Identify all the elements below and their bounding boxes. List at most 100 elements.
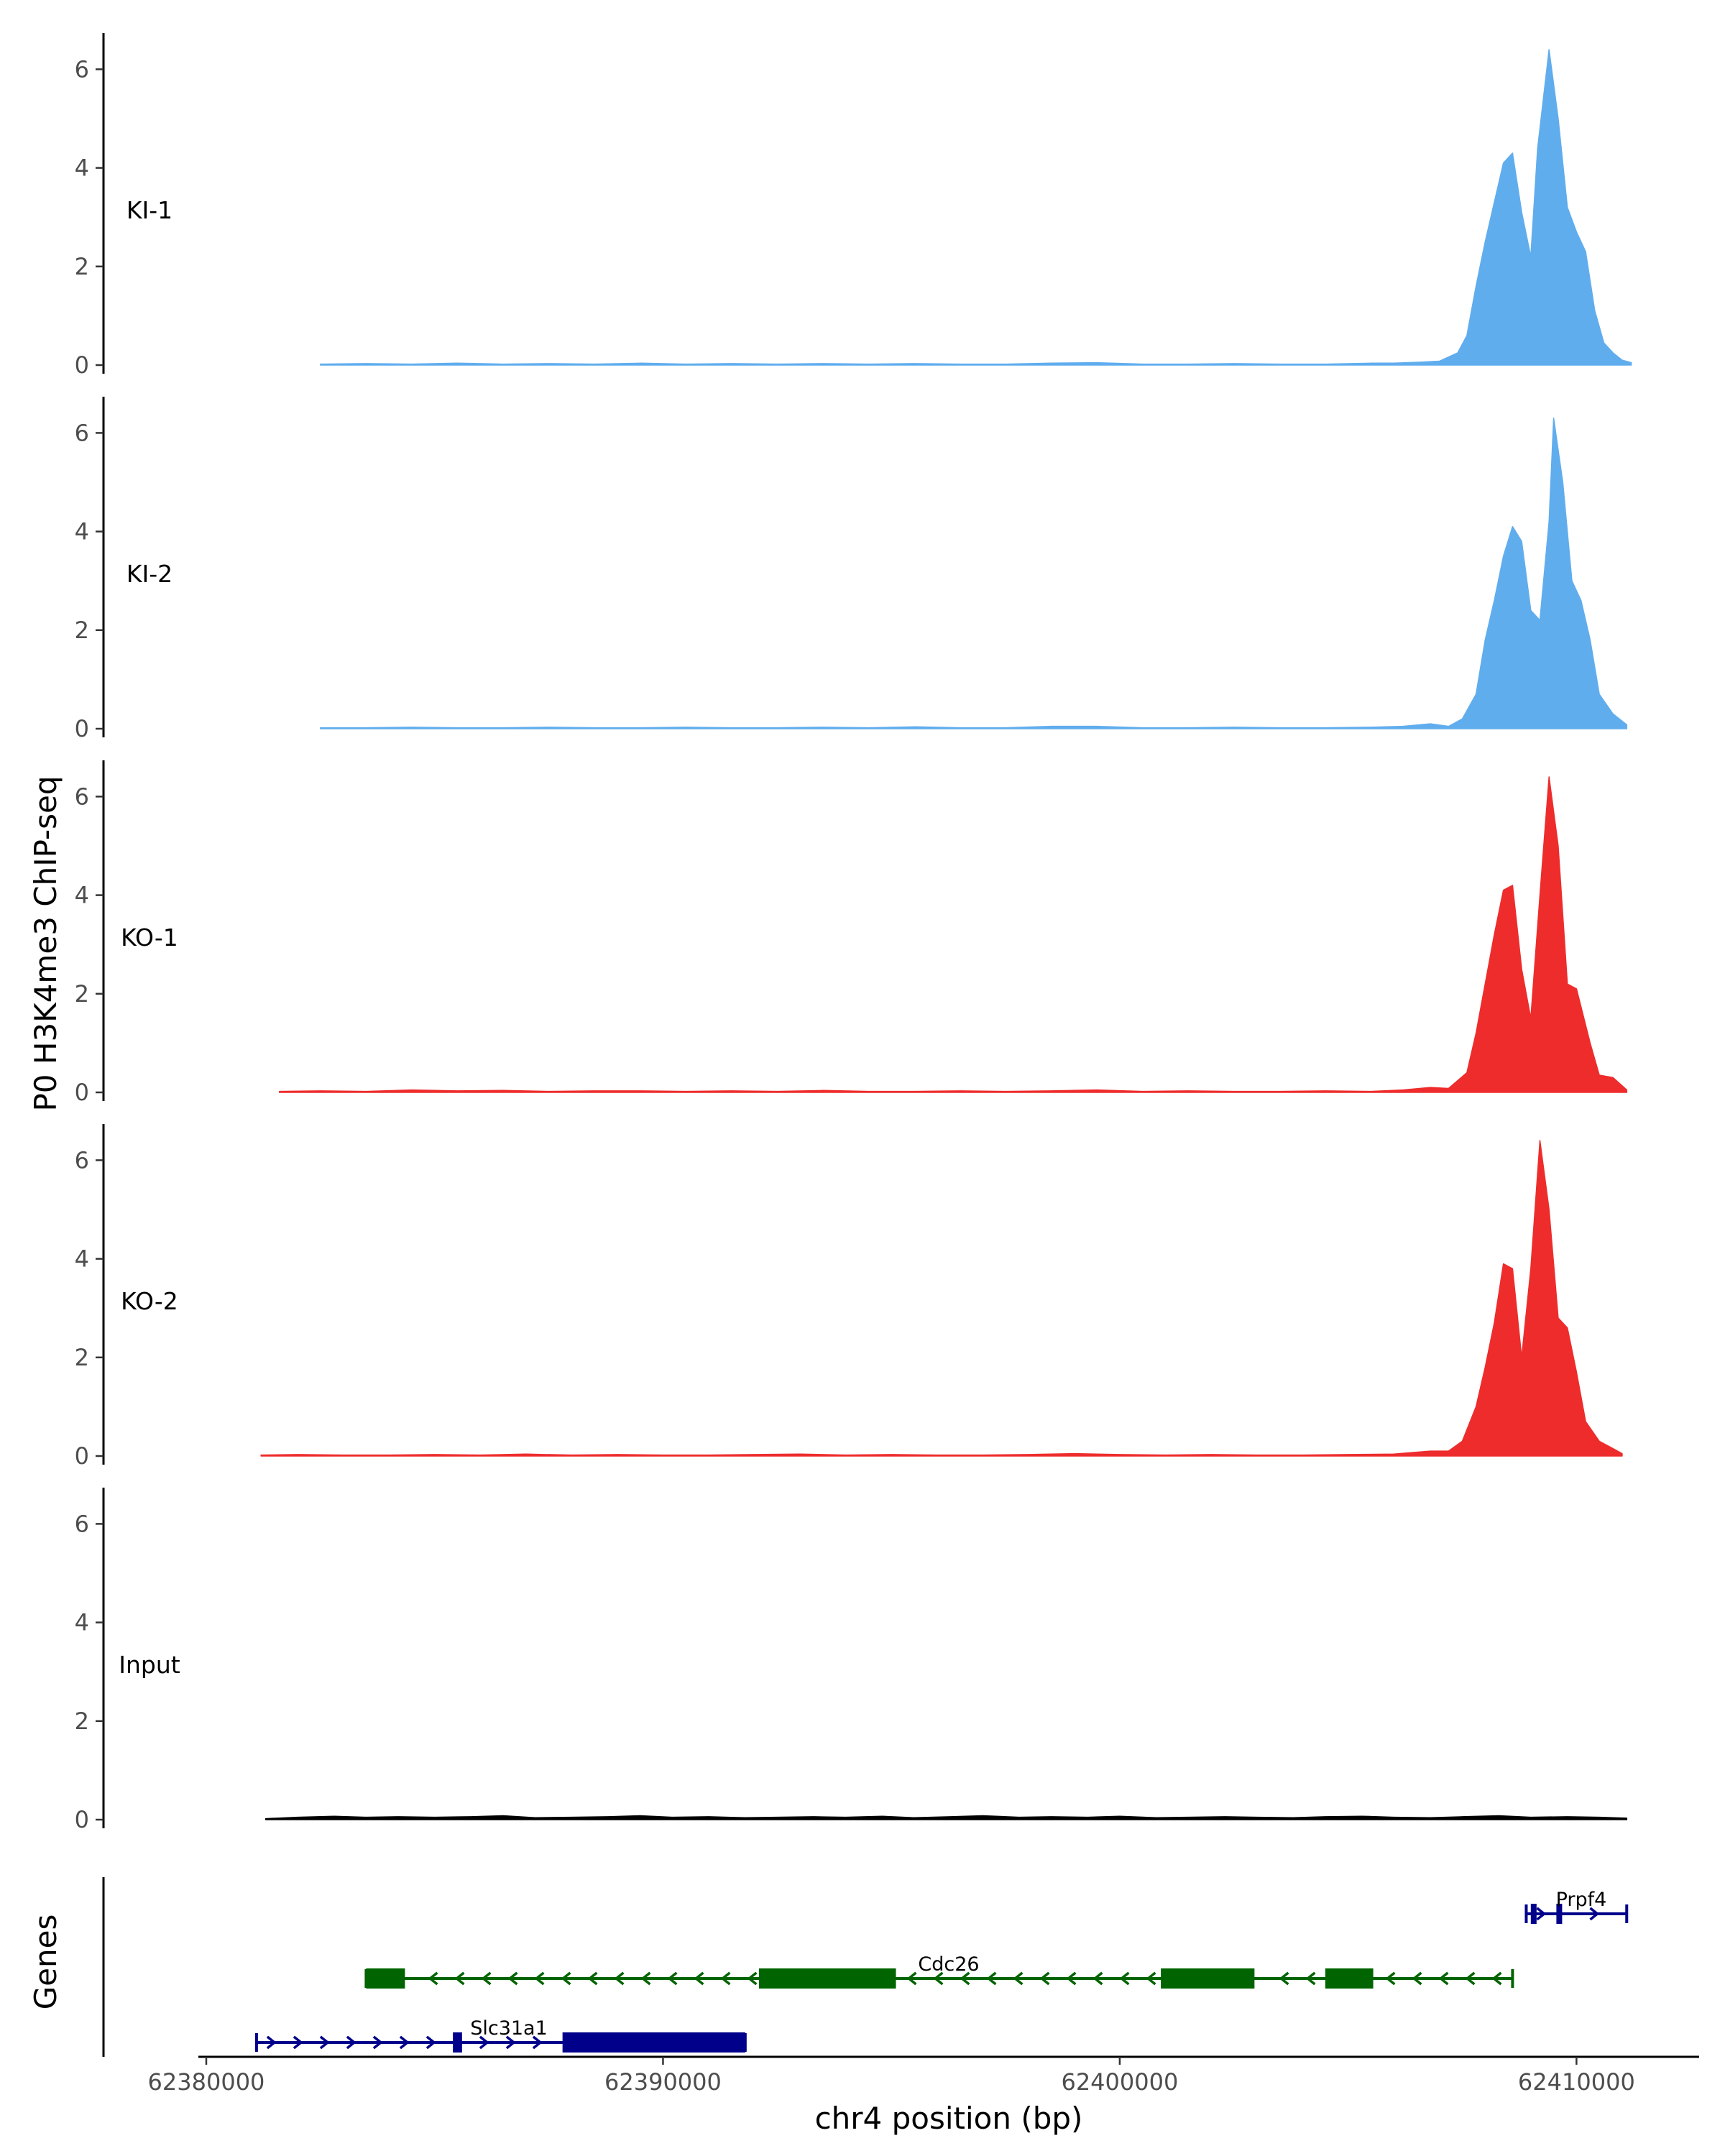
strand-arrow — [1491, 1971, 1502, 1986]
strand-arrow — [1385, 1971, 1396, 1986]
strand-arrow — [1013, 1971, 1024, 1986]
x-tick-label: 62410000 — [1518, 2068, 1635, 2096]
y-tick-label: 2 — [75, 617, 89, 644]
strand-arrow — [587, 1971, 598, 1986]
signal-area — [320, 49, 1632, 366]
signal-area — [320, 418, 1628, 729]
strand-arrow — [986, 1971, 997, 1986]
strand-arrow — [534, 1971, 545, 1986]
gene-label: Cdc26 — [918, 1953, 979, 1976]
y-tick-label: 0 — [75, 1079, 89, 1106]
track-panel: 0 2 4 6 Input — [75, 1488, 1628, 1833]
strand-arrow — [667, 1971, 678, 1986]
exon-block — [1530, 1904, 1537, 1924]
strand-arrow — [1279, 1971, 1289, 1986]
y-tick-label: 6 — [75, 1146, 89, 1174]
exon-block — [758, 1968, 896, 1989]
track-label: KO-2 — [121, 1287, 178, 1315]
gene-model — [364, 1968, 1514, 1989]
strand-arrow — [1092, 1971, 1103, 1986]
strand-arrow — [505, 2035, 516, 2050]
y-tick-label: 4 — [75, 882, 89, 909]
gene-track: Prpf4 Cdc26 Slc31a1 62380000 62390000 6240000… — [102, 1877, 1699, 2096]
strand-arrow — [960, 1971, 970, 1986]
strand-arrow — [399, 2035, 410, 2050]
y-tick-label: 6 — [75, 419, 89, 446]
track-panel: 0 2 4 6 KO-2 — [75, 1124, 1623, 1470]
strand-arrow — [507, 1971, 518, 1986]
y-tick-label: 4 — [75, 518, 89, 545]
track-panel: 0 2 4 6 KI-2 — [75, 397, 1628, 742]
y-tick-label: 4 — [75, 155, 89, 182]
exon-block — [1556, 1904, 1563, 1924]
exon-block — [453, 2032, 462, 2053]
y-tick-label: 2 — [75, 1708, 89, 1735]
strand-arrow — [479, 2035, 489, 2050]
exon-block — [562, 2032, 745, 2053]
strand-arrow — [614, 1971, 625, 1986]
strand-arrow — [933, 1971, 944, 1986]
strand-arrow — [372, 2035, 383, 2050]
exon-block — [1325, 1968, 1374, 1989]
x-tick-label: 62400000 — [1061, 2068, 1178, 2096]
gene-label: Slc31a1 — [470, 2017, 548, 2040]
strand-arrow — [1438, 1971, 1449, 1986]
strand-arrow — [1146, 1971, 1156, 1986]
y-tick-label: 6 — [75, 783, 89, 810]
y-tick-label: 0 — [75, 1806, 89, 1833]
y-tick-label: 6 — [75, 55, 89, 83]
exon-block — [1161, 1968, 1255, 1989]
y-tick-label: 0 — [75, 715, 89, 742]
track-panel: 0 2 4 6 KO-1 — [75, 760, 1628, 1106]
strand-arrow — [428, 1971, 438, 1986]
signal-area — [278, 776, 1628, 1093]
genes-track-title: Genes — [28, 1915, 63, 2010]
strand-arrow — [720, 1971, 731, 1986]
strand-arrow — [1412, 1971, 1422, 1986]
y-tick-label: 4 — [75, 1609, 89, 1636]
y-tick-label: 6 — [75, 1510, 89, 1537]
strand-arrow — [1119, 1971, 1130, 1986]
x-tick-label: 62380000 — [148, 2068, 265, 2096]
gene-label: Prpf4 — [1556, 1889, 1607, 1911]
y-tick-label: 2 — [75, 980, 89, 1008]
signal-area — [260, 1140, 1623, 1457]
y-tick-label: 2 — [75, 1344, 89, 1371]
strand-arrow — [319, 2035, 330, 2050]
strand-arrow — [293, 2035, 303, 2050]
strand-arrow — [532, 2035, 543, 2050]
track-panel: 0 2 4 6 KI-1 — [75, 33, 1632, 379]
x-axis-title: chr4 position (bp) — [815, 2101, 1083, 2136]
track-label: KI-1 — [126, 196, 172, 224]
strand-arrow — [1465, 1971, 1476, 1986]
strand-arrow — [346, 2035, 356, 2050]
track-label: KO-1 — [121, 923, 178, 952]
strand-arrow — [1066, 1971, 1077, 1986]
y-tick-label: 2 — [75, 253, 89, 280]
strand-arrow — [1039, 1971, 1050, 1986]
strand-arrow — [747, 1971, 758, 1986]
y-axis-title: P0 H3K4me3 ChIP-seq — [28, 775, 63, 1111]
y-tick-label: 0 — [75, 351, 89, 379]
y-tick-label: 4 — [75, 1245, 89, 1273]
strand-arrow — [481, 1971, 492, 1986]
strand-arrow — [1536, 1907, 1547, 1921]
track-label: KI-2 — [126, 560, 172, 588]
signal-area — [264, 1815, 1628, 1820]
strand-arrow — [454, 1971, 465, 1986]
strand-arrow — [694, 1971, 704, 1986]
y-tick-label: 0 — [75, 1442, 89, 1470]
gene-model — [1524, 1904, 1629, 1924]
x-tick-label: 62390000 — [604, 2068, 722, 2096]
strand-arrow — [1589, 1907, 1600, 1921]
strand-arrow — [906, 1971, 917, 1986]
gene-model — [254, 2032, 747, 2053]
strand-arrow — [426, 2035, 436, 2050]
strand-arrow — [561, 1971, 571, 1986]
strand-arrow — [640, 1971, 651, 1986]
signal-tracks: 0 2 4 6 KI-1 0 2 4 6 KI-2 0 2 4 6 KO-1 0 2 4 6 KO-2 0 2 4 6 Inpu… — [75, 33, 1632, 1833]
strand-arrow — [266, 2035, 277, 2050]
exon-block — [366, 1968, 405, 1989]
